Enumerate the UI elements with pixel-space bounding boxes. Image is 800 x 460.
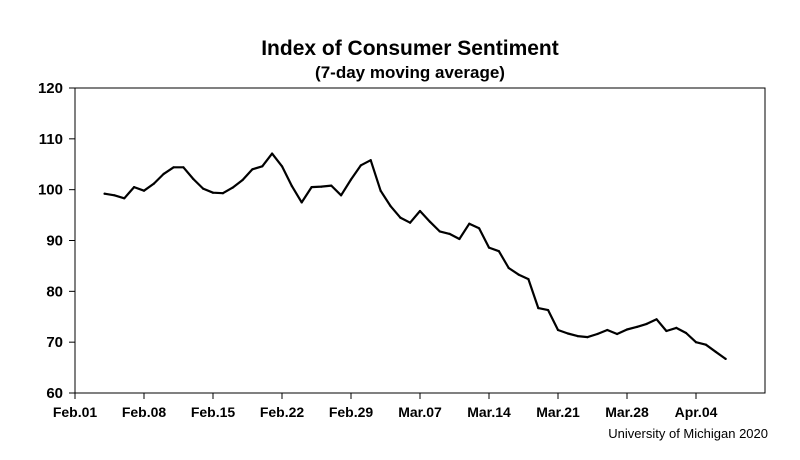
source-note: University of Michigan 2020 (608, 426, 768, 441)
data-point (537, 307, 540, 310)
data-point (566, 332, 570, 335)
data-point (211, 191, 215, 194)
data-point (458, 237, 461, 241)
data-point (280, 165, 284, 168)
chart-title: Index of Consumer Sentiment (261, 37, 559, 60)
data-point (300, 201, 303, 204)
x-tick-label: Mar.21 (536, 404, 580, 420)
data-point (665, 329, 668, 333)
data-point (142, 189, 146, 192)
data-point (724, 357, 727, 360)
data-point (645, 322, 648, 325)
data-point (172, 166, 175, 169)
data-point (330, 184, 333, 187)
data-point (448, 232, 451, 235)
y-tick-label: 110 (39, 131, 63, 148)
data-point (251, 168, 254, 171)
data-point (675, 326, 678, 329)
x-tick-label: Mar.14 (467, 404, 511, 420)
data-point (133, 186, 136, 189)
data-point (202, 187, 205, 190)
data-point (655, 318, 658, 321)
data-point (625, 328, 629, 331)
y-tick-label: 60 (46, 385, 63, 402)
data-point (694, 341, 698, 344)
data-point (389, 204, 392, 207)
y-tick-label: 90 (46, 233, 63, 250)
data-point (507, 266, 510, 270)
data-point (241, 178, 244, 182)
x-axis: Feb.01 Feb.08 Feb.15 Feb.22 Feb.29 Mar.07 Mar.… (53, 393, 718, 420)
y-tick-label: 80 (46, 283, 63, 300)
data-point (517, 273, 520, 276)
data-point (231, 186, 234, 189)
data-point (113, 194, 116, 197)
data-point (547, 309, 550, 312)
data-point (340, 194, 343, 197)
x-tick-label: Feb.15 (191, 404, 236, 420)
x-tick-label: Feb.22 (260, 404, 305, 420)
data-point (635, 325, 639, 328)
y-tick-label: 100 (38, 182, 63, 199)
plot-area-frame (74, 87, 766, 394)
data-point (704, 343, 708, 346)
data-point (221, 192, 224, 195)
x-tick-label: Feb.08 (122, 404, 167, 420)
data-point (685, 331, 688, 335)
x-tick-label: Apr.04 (675, 404, 718, 420)
data-point (261, 165, 264, 168)
y-axis: 60 70 80 90 100 110 120 (38, 80, 75, 402)
data-point (152, 182, 155, 185)
data-point (409, 221, 412, 224)
data-point (103, 192, 106, 195)
data-point (359, 164, 362, 167)
series-group (103, 152, 727, 360)
data-point (320, 185, 323, 188)
data-point (596, 332, 599, 336)
data-point (586, 336, 589, 339)
data-point (290, 185, 293, 188)
data-point (606, 328, 609, 332)
data-point (399, 216, 402, 219)
data-point (714, 350, 717, 353)
y-tick-label: 120 (38, 80, 63, 97)
data-point (438, 230, 441, 233)
data-point (369, 159, 372, 162)
x-tick-label: Feb.01 (53, 404, 98, 420)
series-line (103, 152, 727, 360)
x-tick-label: Mar.28 (605, 404, 649, 420)
data-point (271, 152, 274, 155)
data-point (418, 209, 422, 213)
data-point (310, 186, 313, 189)
data-point (487, 246, 491, 249)
data-point (428, 220, 431, 223)
data-point (162, 172, 165, 175)
data-point (556, 328, 560, 332)
data-point (527, 278, 530, 281)
data-point (192, 177, 195, 181)
data-point (576, 335, 579, 338)
chart-subtitle: (7-day moving average) (315, 63, 505, 82)
data-point (379, 189, 382, 192)
y-tick-label: 70 (46, 334, 63, 351)
data-point (616, 332, 619, 336)
data-point (468, 222, 471, 225)
data-point (182, 166, 185, 169)
data-point (478, 227, 481, 230)
data-point (123, 197, 126, 200)
x-tick-label: Feb.29 (329, 404, 374, 420)
data-point (349, 178, 353, 181)
x-tick-label: Mar.07 (398, 404, 442, 420)
data-point (497, 250, 500, 253)
